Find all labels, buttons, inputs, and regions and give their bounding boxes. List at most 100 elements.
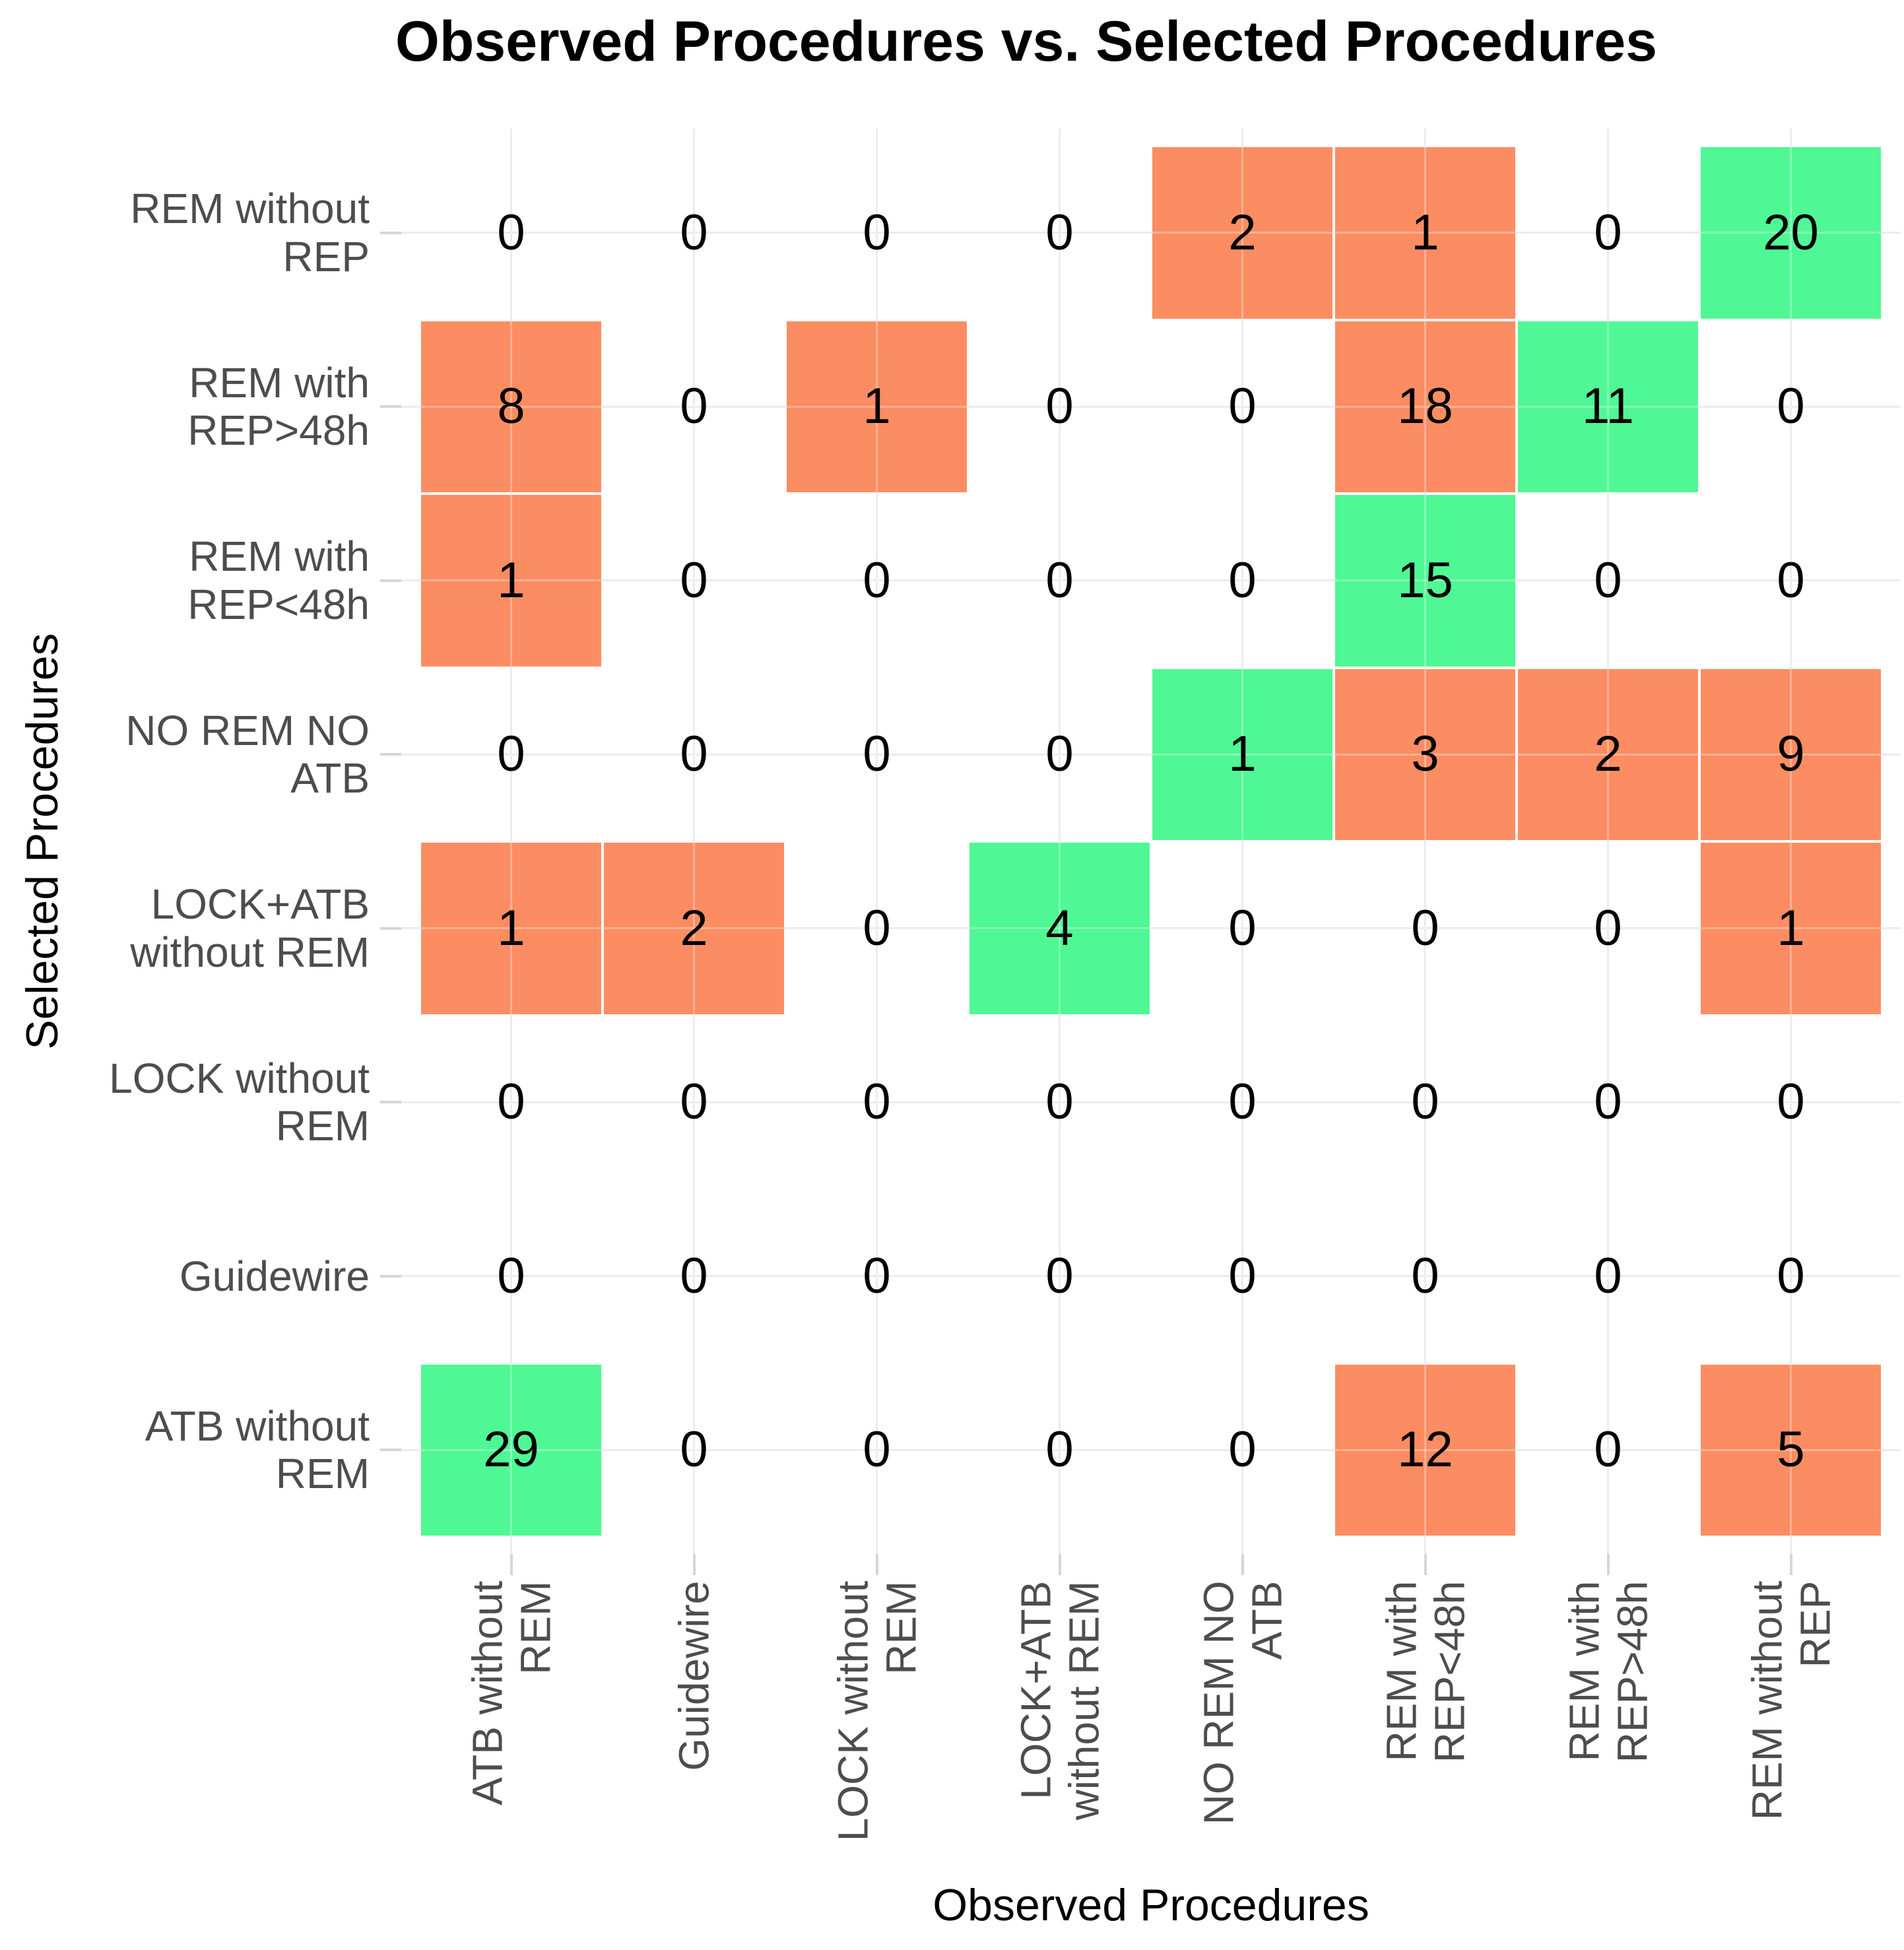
cell-value: 0 — [1045, 204, 1074, 261]
x-tick-label: LOCK+ATB without REM — [968, 1580, 1151, 1871]
heatmap-tile — [1518, 668, 1698, 840]
cell-value: 4 — [1045, 899, 1074, 956]
heatmap-tile — [787, 321, 967, 492]
grid-line-horizontal-overlay — [401, 579, 1901, 582]
x-axis-tick — [692, 1554, 696, 1575]
cell-value: 0 — [1411, 1074, 1439, 1130]
chart-title: Observed Procedures vs. Selected Procedu… — [395, 10, 1658, 73]
cell-value: 0 — [680, 1247, 708, 1304]
cell-value: 0 — [863, 1421, 891, 1478]
cell-value: 0 — [1411, 899, 1439, 956]
cell-value: 0 — [863, 204, 891, 261]
grid-line-vertical — [876, 129, 878, 1554]
y-tick-label: ATB without REM — [145, 1402, 370, 1498]
cell-value: 0 — [1777, 378, 1805, 435]
x-tick-label-text: LOCK+ATB without REM — [1012, 1580, 1107, 1820]
cell-value: 1 — [1411, 204, 1439, 261]
heatmap-tile — [1701, 1364, 1881, 1536]
heatmap-tile — [1701, 843, 1881, 1014]
heatmap-tile — [421, 843, 601, 1014]
cell-value: 0 — [1228, 552, 1257, 608]
cell-value: 0 — [1228, 1247, 1257, 1304]
grid-line-horizontal — [401, 579, 1901, 582]
cell-value: 0 — [1594, 552, 1622, 608]
grid-line-vertical — [1424, 129, 1426, 1554]
cell-value: 0 — [1777, 1074, 1805, 1130]
cell-value: 0 — [497, 204, 525, 261]
cell-value: 0 — [680, 378, 708, 435]
y-axis-tick — [380, 405, 401, 408]
x-tick-label: Guidewire — [603, 1580, 785, 1871]
grid-line-horizontal-overlay — [401, 1275, 1901, 1278]
cell-value: 0 — [680, 726, 708, 783]
grid-line-horizontal — [401, 1275, 1901, 1278]
grid-line-horizontal — [401, 232, 1901, 234]
cell-value: 0 — [863, 552, 891, 608]
cell-value: 1 — [863, 378, 891, 435]
x-tick-label: REM with REP<48h — [1334, 1580, 1517, 1871]
cell-value: 0 — [497, 726, 525, 783]
y-tick-label: Guidewire — [179, 1252, 370, 1300]
y-axis-tick — [380, 753, 401, 756]
x-axis-tick — [1058, 1554, 1061, 1575]
grid-line-vertical-overlay — [693, 129, 695, 1554]
cell-value: 0 — [1228, 378, 1257, 435]
grid-line-horizontal-overlay — [401, 405, 1901, 408]
heatmap-tile — [421, 321, 601, 492]
cell-value: 0 — [863, 1247, 891, 1304]
cell-value: 0 — [680, 552, 708, 608]
x-axis-tick — [1606, 1554, 1610, 1575]
y-tick-label: LOCK without REM — [109, 1054, 370, 1150]
grid-line-horizontal — [401, 753, 1901, 756]
cell-value: 0 — [1045, 1074, 1074, 1130]
heatmap-tile — [1335, 668, 1515, 840]
x-tick-label: NO REM NO ATB — [1151, 1580, 1334, 1871]
cell-value: 0 — [1777, 1247, 1805, 1304]
grid-line-vertical-overlay — [1790, 129, 1792, 1554]
grid-line-vertical — [510, 129, 512, 1554]
y-axis-tick — [380, 1274, 401, 1278]
cell-value: 0 — [1045, 1421, 1074, 1478]
x-tick-label: ATB without REM — [420, 1580, 603, 1871]
cell-value: 1 — [1228, 726, 1257, 783]
cell-value: 15 — [1397, 552, 1453, 608]
y-axis-tick — [380, 231, 401, 234]
x-axis-tick — [509, 1554, 513, 1575]
x-tick-label-text: REM with REP<48h — [1377, 1580, 1473, 1763]
cell-value: 0 — [863, 1074, 891, 1130]
grid-line-vertical — [693, 129, 695, 1554]
y-tick-label: REM without REP — [130, 185, 370, 280]
cell-value: 0 — [1045, 378, 1074, 435]
cell-value: 0 — [1594, 1074, 1622, 1130]
heatmap-tile — [1335, 495, 1515, 666]
heatmap-tile — [1701, 668, 1881, 840]
x-axis-tick — [875, 1554, 878, 1575]
y-axis-tick — [380, 1448, 401, 1452]
cell-value: 0 — [1594, 204, 1622, 261]
cell-value: 0 — [1594, 899, 1622, 956]
grid-line-vertical — [1241, 129, 1243, 1554]
grid-line-horizontal-overlay — [401, 753, 1901, 756]
grid-line-vertical — [1607, 129, 1609, 1554]
cell-value: 0 — [1228, 1421, 1257, 1478]
grid-line-horizontal-overlay — [401, 927, 1901, 930]
x-tick-label-text: NO REM NO ATB — [1195, 1580, 1290, 1825]
grid-line-horizontal-overlay — [401, 1101, 1901, 1103]
cell-value: 0 — [497, 1247, 525, 1304]
y-tick-label: NO REM NO ATB — [125, 706, 370, 802]
cell-value: 0 — [863, 726, 891, 783]
x-tick-label-text: REM without REP — [1743, 1580, 1839, 1820]
grid-line-horizontal — [401, 1448, 1901, 1451]
y-tick-label: LOCK+ATB without REM — [130, 880, 370, 976]
heatmap-tile — [1518, 321, 1698, 492]
heatmap-tile — [1335, 321, 1515, 492]
heatmap-tile — [421, 1364, 601, 1536]
grid-line-vertical-overlay — [1059, 129, 1061, 1554]
heatmap-tile — [969, 843, 1150, 1014]
grid-line-vertical — [1059, 129, 1061, 1554]
grid-line-horizontal — [401, 927, 1901, 930]
y-axis-tick — [380, 1101, 401, 1104]
grid-line-vertical — [1790, 129, 1792, 1554]
x-axis-title: Observed Procedures — [401, 1879, 1901, 1931]
heatmap-tile — [1152, 668, 1332, 840]
